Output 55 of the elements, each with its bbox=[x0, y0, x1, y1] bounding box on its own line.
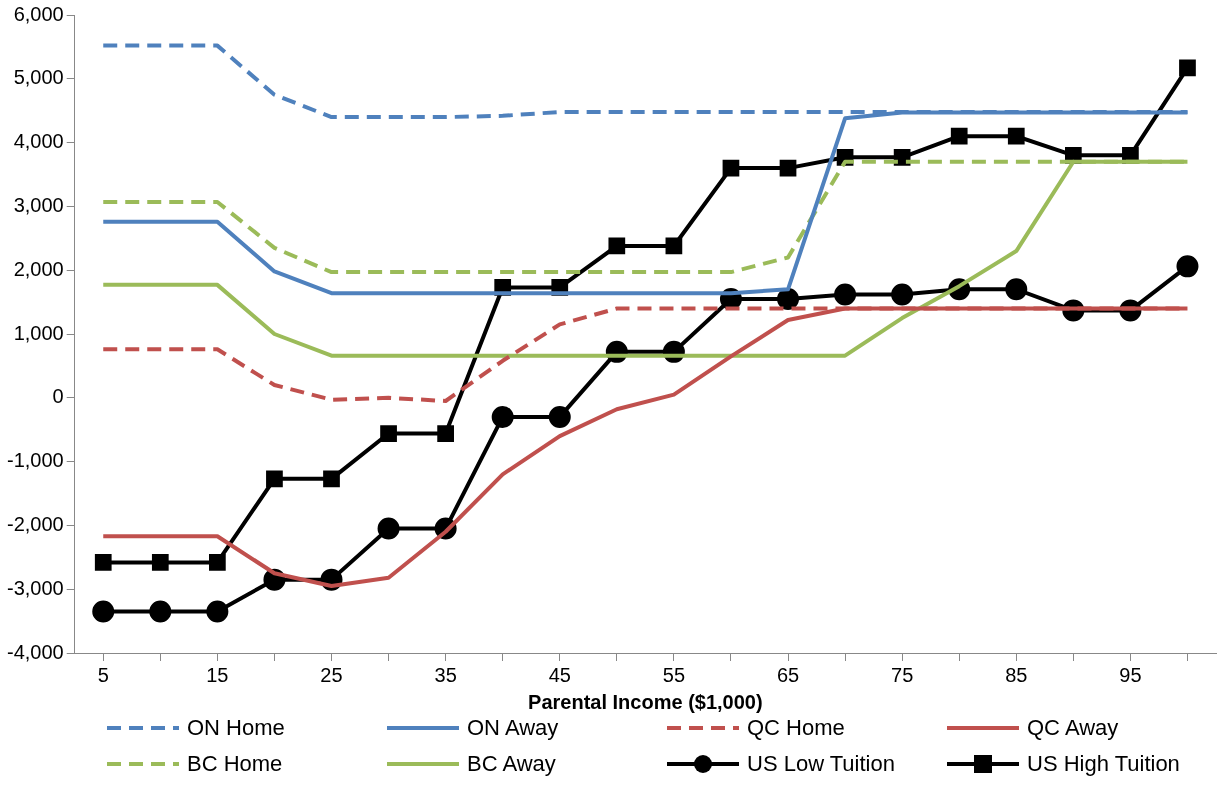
x-tick-label: 5 bbox=[97, 663, 109, 686]
point bbox=[491, 405, 514, 428]
point bbox=[1005, 278, 1028, 301]
x-tick-label: 65 bbox=[776, 663, 800, 686]
point bbox=[151, 554, 169, 571]
y-tick-label: 3,000 bbox=[13, 193, 64, 216]
x-tick-label: 75 bbox=[891, 663, 914, 686]
legend-label: US Low Tuition bbox=[747, 751, 895, 777]
y-tick-label: -2,000 bbox=[6, 512, 64, 535]
x-tick-label: 55 bbox=[662, 663, 686, 686]
point bbox=[777, 287, 800, 310]
y-tick-label: 1,000 bbox=[13, 321, 64, 344]
point bbox=[950, 127, 968, 145]
x-tick-label: 85 bbox=[1005, 663, 1028, 686]
legend-label: BC Away bbox=[467, 751, 556, 777]
point bbox=[380, 425, 397, 442]
x-tick-label: 25 bbox=[320, 663, 343, 686]
x-tick-label: 35 bbox=[434, 663, 457, 686]
legend-label: BC Home bbox=[187, 751, 283, 777]
legend-label: ON Home bbox=[187, 715, 285, 741]
point bbox=[665, 237, 683, 255]
x-tick-label: 45 bbox=[548, 663, 571, 686]
x-tick-label: 95 bbox=[1119, 663, 1142, 686]
y-tick-label: 5,000 bbox=[13, 66, 64, 89]
point bbox=[891, 283, 914, 306]
point bbox=[608, 237, 626, 255]
point bbox=[206, 600, 229, 623]
point bbox=[149, 600, 172, 623]
point bbox=[722, 159, 740, 177]
point bbox=[323, 470, 340, 488]
point bbox=[1176, 255, 1199, 278]
point bbox=[92, 600, 115, 623]
point bbox=[1007, 127, 1025, 145]
point bbox=[94, 554, 112, 571]
y-tick-label: 0 bbox=[52, 385, 64, 408]
y-tick-label: -4,000 bbox=[6, 640, 64, 663]
x-tick-label: 15 bbox=[206, 663, 229, 686]
point bbox=[548, 405, 571, 428]
point bbox=[209, 554, 226, 571]
point bbox=[1179, 59, 1196, 77]
y-tick-label: -3,000 bbox=[6, 576, 64, 599]
x-axis-title: Parental Income ($1,000) bbox=[528, 690, 763, 713]
legend-label: QC Away bbox=[1027, 715, 1119, 741]
point bbox=[437, 425, 454, 442]
legend-label: ON Away bbox=[467, 715, 559, 741]
y-tick-label: 4,000 bbox=[13, 130, 64, 153]
y-tick-label: 6,000 bbox=[13, 2, 64, 25]
legend-label: QC Home bbox=[747, 715, 845, 741]
point bbox=[377, 517, 400, 540]
legend-label: US High Tuition bbox=[1027, 751, 1180, 777]
y-tick-label: -1,000 bbox=[6, 449, 64, 472]
y-tick-label: 2,000 bbox=[13, 257, 64, 280]
point bbox=[779, 159, 797, 177]
point bbox=[266, 470, 283, 488]
point bbox=[834, 283, 857, 306]
